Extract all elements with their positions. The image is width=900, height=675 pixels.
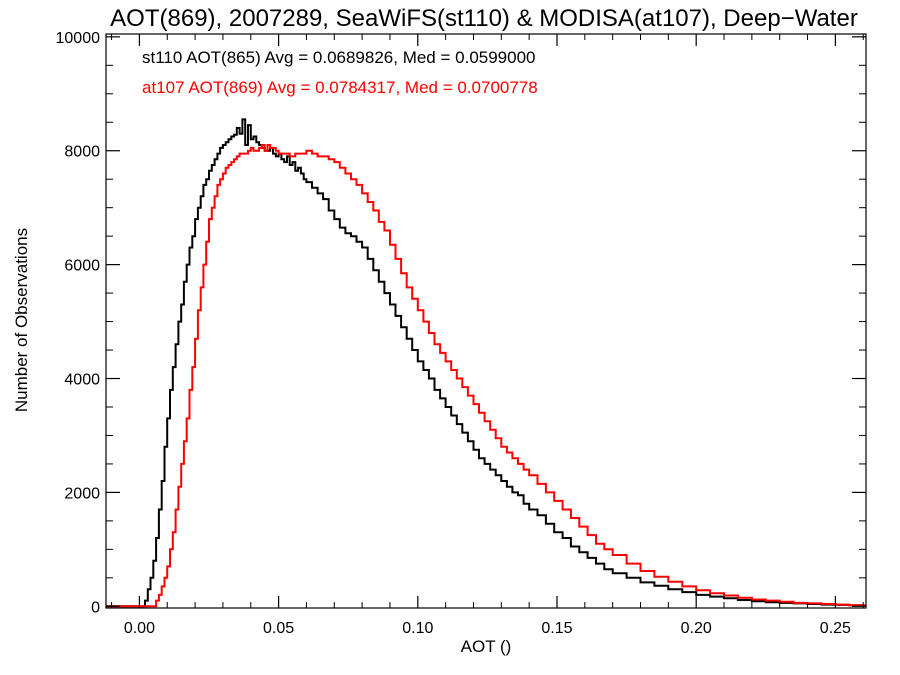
- legend-entry-at107: at107 AOT(869) Avg = 0.0784317, Med = 0.…: [142, 78, 538, 97]
- chart-title: AOT(869), 2007289, SeaWiFS(st110) & MODI…: [110, 5, 858, 32]
- y-tick-label: 4000: [64, 372, 100, 389]
- y-tick-label: 2000: [64, 485, 100, 502]
- y-tick-label: 6000: [64, 258, 100, 275]
- y-axis-label: Number of Observations: [12, 228, 31, 412]
- x-tick-label: 0.20: [681, 620, 712, 637]
- plot-frame: [105, 33, 867, 609]
- series-line-0: [106, 118, 866, 608]
- x-axis-label: AOT (): [461, 637, 512, 656]
- series-line-1: [106, 144, 866, 608]
- x-tick-label: 0.10: [402, 620, 433, 637]
- x-tick-label: 0.25: [820, 620, 851, 637]
- legend-entry-st110: st110 AOT(865) Avg = 0.0689826, Med = 0.…: [142, 48, 536, 67]
- y-tick-label: 10000: [56, 30, 101, 47]
- x-tick-label: 0.00: [124, 620, 155, 637]
- series-layer: [106, 118, 866, 608]
- x-tick-label: 0.05: [263, 620, 294, 637]
- x-tick-label: 0.15: [541, 620, 572, 637]
- axes-layer: 0.00 0.05 0.10 0.15 0.20 0.25 0 2000 4000 6000 800…: [56, 30, 867, 637]
- y-tick-label: 0: [91, 599, 100, 616]
- y-tick-label: 8000: [64, 144, 100, 161]
